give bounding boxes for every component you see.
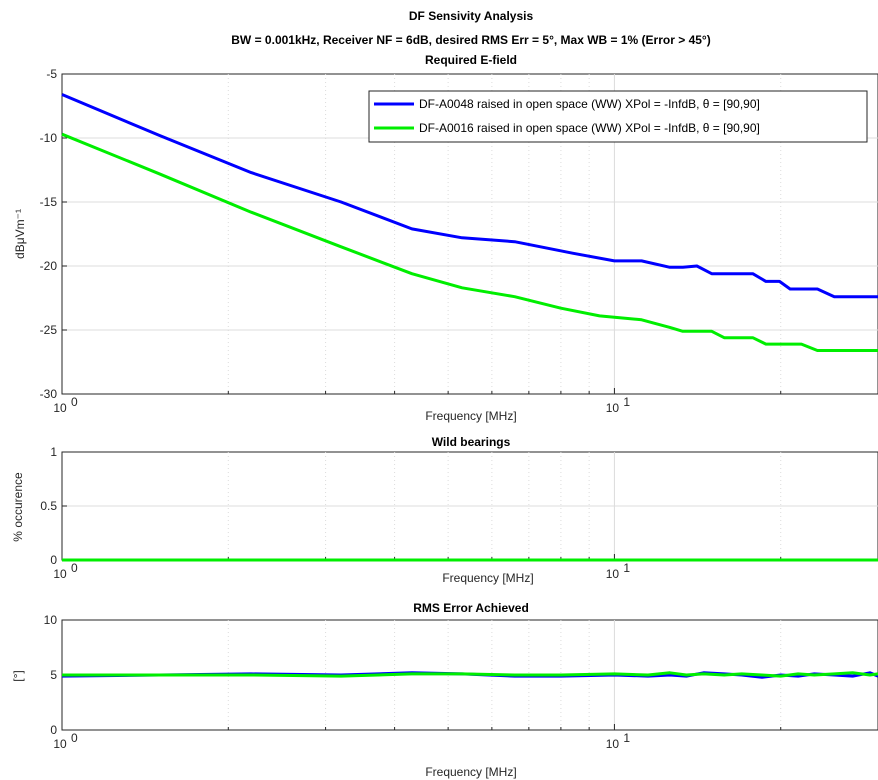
panel-3-xlabel: Frequency [MHz] xyxy=(425,765,516,779)
y-tick-label: 0 xyxy=(50,553,57,567)
y-tick-label: -15 xyxy=(40,195,58,209)
x-tick-label: 10 xyxy=(53,401,67,415)
series-line-1 xyxy=(61,93,878,299)
y-tick-label: 10 xyxy=(44,613,58,627)
y-tick-label: 0.5 xyxy=(40,499,57,513)
y-tick-label: -5 xyxy=(46,67,57,81)
legend-label-2: DF-A0016 raised in open space (WW) XPol … xyxy=(419,121,760,135)
panel-1-title: Required E-field xyxy=(425,53,517,67)
y-tick-label: 1 xyxy=(50,445,57,459)
y-tick-label: -25 xyxy=(40,323,58,337)
x-tick-label: 10 xyxy=(53,567,67,581)
legend-label-1: DF-A0048 raised in open space (WW) XPol … xyxy=(419,97,760,111)
panel-1-ylabel: dBμVm⁻¹ xyxy=(13,209,27,259)
x-tick-exponent: 0 xyxy=(71,395,78,409)
figure-subtitle: BW = 0.001kHz, Receiver NF = 6dB, desire… xyxy=(231,33,710,47)
y-tick-label: 0 xyxy=(50,723,57,737)
panel-2-title: Wild bearings xyxy=(432,435,511,449)
series-line-2 xyxy=(62,671,878,678)
legend-box xyxy=(368,90,868,143)
figure-title: DF Sensivity Analysis xyxy=(409,9,534,23)
x-tick-exponent: 0 xyxy=(71,561,78,575)
x-tick-exponent: 1 xyxy=(623,731,630,745)
x-tick-exponent: 0 xyxy=(71,731,78,745)
panel-3-title: RMS Error Achieved xyxy=(413,601,529,615)
x-tick-label: 10 xyxy=(606,567,620,581)
y-tick-label: 5 xyxy=(50,668,57,682)
x-tick-exponent: 1 xyxy=(623,395,630,409)
y-tick-label: -30 xyxy=(40,387,58,401)
x-tick-label: 10 xyxy=(606,401,620,415)
panel-1-xlabel: Frequency [MHz] xyxy=(425,409,516,423)
y-tick-label: -20 xyxy=(40,259,58,273)
y-tick-label: -10 xyxy=(40,131,58,145)
panel-3-ylabel: [°] xyxy=(11,670,25,681)
x-tick-label: 10 xyxy=(53,737,67,751)
x-tick-label: 10 xyxy=(606,737,620,751)
panel-2-xlabel: Frequency [MHz] xyxy=(442,571,533,585)
x-tick-exponent: 1 xyxy=(623,561,630,575)
legend: DF-A0048 raised in open space (WW) XPol … xyxy=(368,90,868,143)
panel-2-ylabel: % occurence xyxy=(11,472,25,542)
series-line-2 xyxy=(61,132,878,352)
